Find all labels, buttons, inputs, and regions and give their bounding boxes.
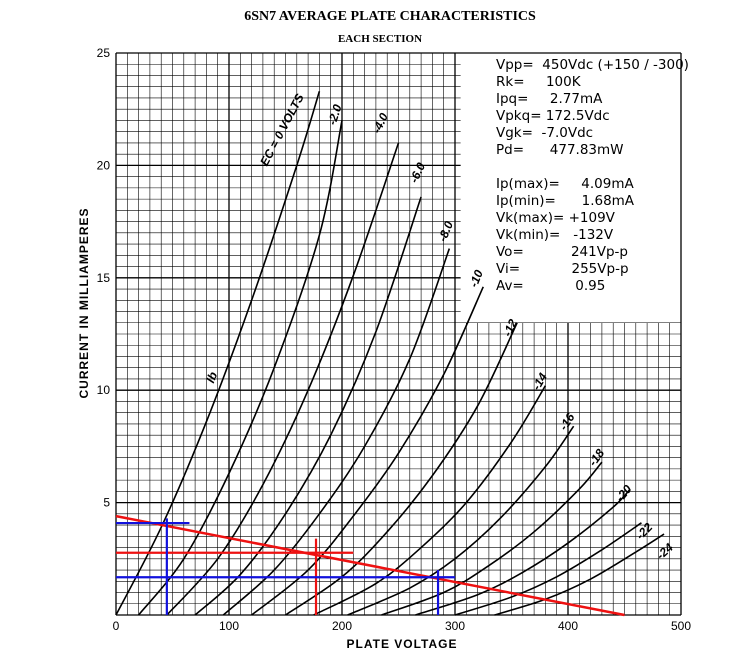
chart-title: 6SN7 AVERAGE PLATE CHARACTERISTICS bbox=[244, 9, 536, 24]
plate-curve bbox=[494, 533, 665, 616]
grid bbox=[115, 52, 682, 616]
plate-curve bbox=[115, 90, 321, 616]
info-line: Vpp= 450Vdc (+150 / -300) bbox=[496, 57, 689, 73]
curve-label: -10 bbox=[466, 268, 486, 290]
curve-label: -14 bbox=[529, 370, 550, 392]
info-line: Rk= 100K bbox=[496, 74, 581, 90]
info-line: Vo= 241Vp-p bbox=[496, 244, 628, 260]
info-line: Vi= 255Vp-p bbox=[496, 261, 629, 277]
info-line: Vgk= -7.0Vdc bbox=[496, 125, 594, 141]
info-line: Pd= 477.83mW bbox=[496, 142, 624, 158]
info-line: Ip(max)= 4.09mA bbox=[496, 176, 634, 192]
curve-label: Ib bbox=[203, 370, 220, 385]
x-tick-label: 200 bbox=[332, 619, 352, 633]
y-tick-label: 15 bbox=[97, 271, 111, 285]
curve-label: -20 bbox=[613, 482, 635, 505]
info-line: Ip(min)= 1.68mA bbox=[496, 193, 635, 209]
y-tick-label: 5 bbox=[103, 496, 110, 510]
y-tick-label: 25 bbox=[97, 46, 111, 60]
plate-curve bbox=[166, 142, 400, 616]
info-line: Vk(min)= -132V bbox=[496, 227, 614, 243]
curve-label: -16 bbox=[556, 410, 577, 432]
x-tick-label: 100 bbox=[219, 619, 239, 633]
info-line: Vk(max)= +109V bbox=[496, 210, 615, 226]
curve-label: -12 bbox=[500, 317, 520, 339]
y-axis-label: CURRENT IN MILLIAMPERES bbox=[77, 208, 91, 399]
y-tick-label: 20 bbox=[97, 158, 111, 172]
load-line-overlay bbox=[115, 514, 625, 617]
curve-label: -8.0 bbox=[435, 219, 456, 244]
curve-label: -22 bbox=[633, 520, 655, 542]
plate-curve bbox=[251, 286, 484, 616]
x-tick-label: 0 bbox=[113, 619, 120, 633]
plate-curve bbox=[222, 248, 451, 616]
plate-curve bbox=[285, 322, 518, 616]
x-tick-label: 500 bbox=[671, 619, 691, 633]
plate-curve bbox=[137, 120, 343, 616]
info-line: Ipq= 2.77mA bbox=[496, 91, 603, 107]
plate-curve bbox=[454, 522, 642, 616]
plate-curve bbox=[194, 196, 422, 616]
curve-label: -18 bbox=[586, 446, 608, 469]
plate-curve bbox=[313, 385, 547, 616]
load-line bbox=[115, 514, 625, 617]
curve-label: -2.0 bbox=[325, 102, 345, 126]
x-tick-label: 300 bbox=[445, 619, 465, 633]
info-line: Av= 0.95 bbox=[496, 278, 606, 294]
axis-ticks: 0 100 200 300 400 500 5 10 15 20 25 bbox=[97, 46, 692, 633]
plate-curves bbox=[115, 90, 665, 616]
y-tick-label: 10 bbox=[97, 383, 111, 397]
chart-subtitle: EACH SECTION bbox=[338, 33, 422, 45]
info-line: Vpkq= 172.5Vdc bbox=[496, 108, 610, 124]
plate-curve bbox=[415, 488, 631, 616]
x-tick-label: 400 bbox=[558, 619, 578, 633]
plate-curve bbox=[347, 425, 575, 616]
x-axis-label: PLATE VOLTAGE bbox=[347, 637, 458, 651]
plate-curve bbox=[381, 461, 603, 616]
